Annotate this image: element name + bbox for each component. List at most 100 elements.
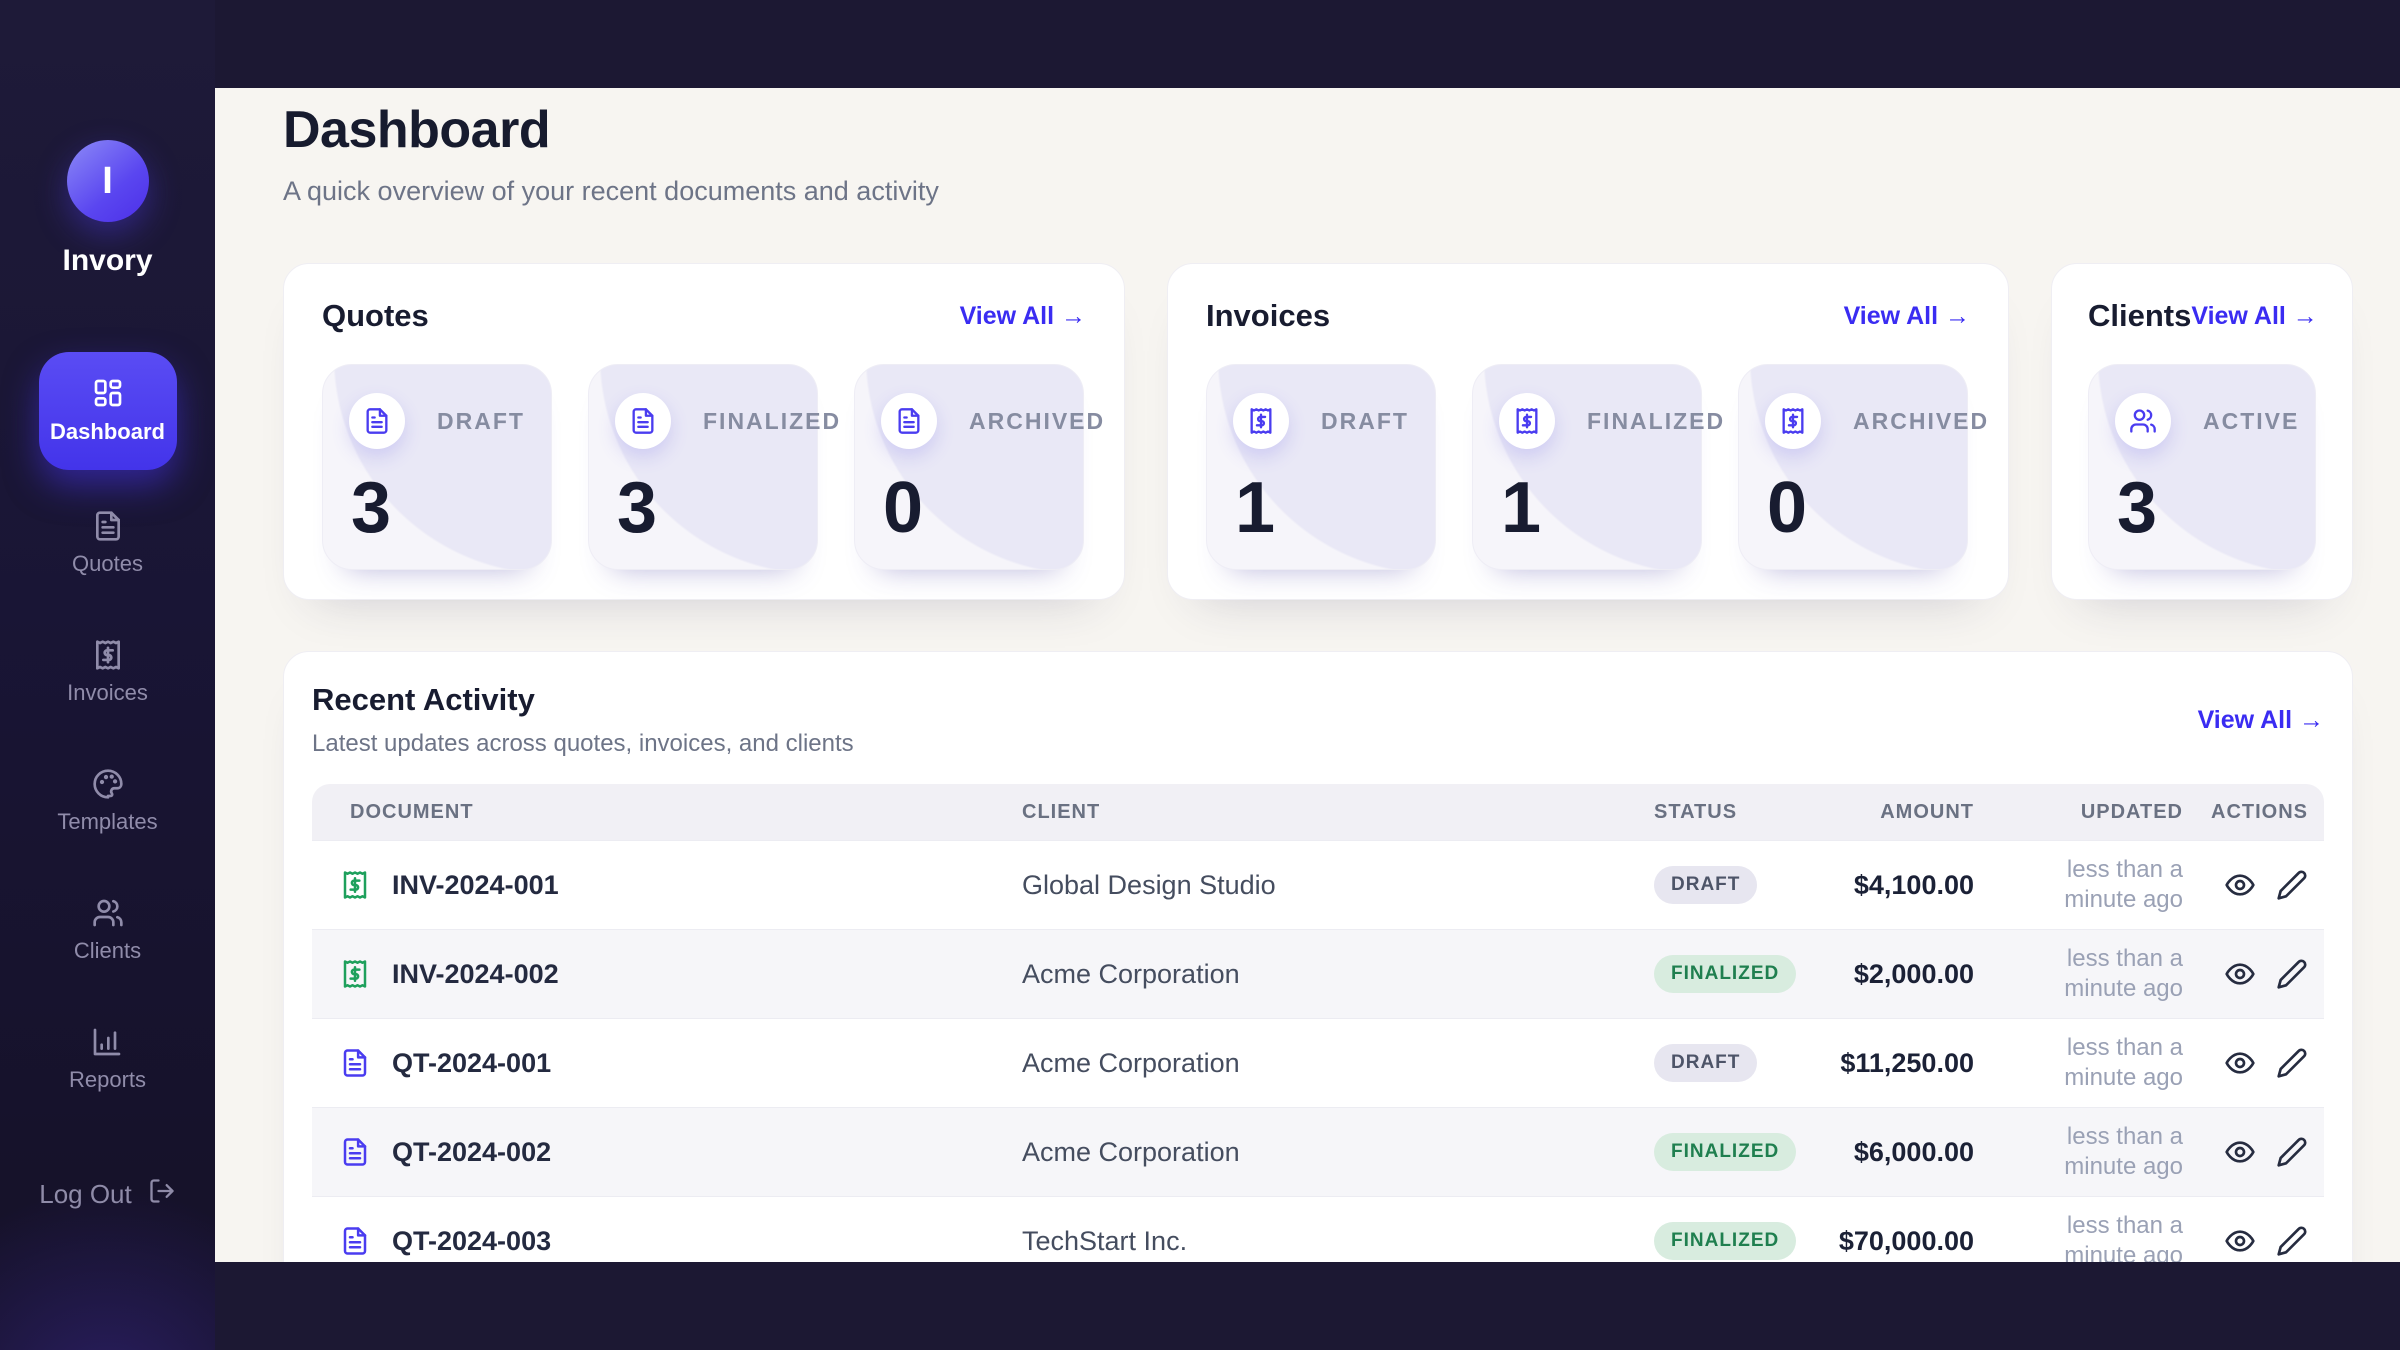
- status-badge: FINALIZED: [1654, 955, 1797, 993]
- amount: $6,000.00: [1853, 1136, 1974, 1167]
- activity-view-all-link[interactable]: View All →: [2197, 705, 2324, 734]
- invoices-finalized-tile: FINALIZED 1: [1472, 364, 1723, 570]
- view-icon[interactable]: [2224, 1136, 2256, 1168]
- sidebar-item-invoices[interactable]: Invoices: [67, 639, 148, 706]
- quotes-view-all-link[interactable]: View All →: [959, 301, 1086, 330]
- column-header-document: DOCUMENT: [350, 800, 474, 823]
- sidebar-item-label: Dashboard: [50, 419, 165, 444]
- logout-icon: [148, 1177, 176, 1212]
- sidebar-item-quotes[interactable]: Quotes: [72, 510, 143, 577]
- clients-card-header: Clients View All →: [2088, 298, 2318, 334]
- quotes-archived-tile: ARCHIVED 0: [854, 364, 1103, 570]
- amount: $11,250.00: [1840, 1047, 1974, 1078]
- file-text-icon: [92, 510, 124, 542]
- sidebar-item-label: Templates: [57, 809, 158, 834]
- clients-card: Clients View All → ACTIVE 3: [2051, 263, 2353, 600]
- quote-file-icon: [340, 1226, 370, 1256]
- edit-icon[interactable]: [2276, 1225, 2308, 1257]
- page-title: Dashboard: [283, 101, 551, 159]
- page-header: Dashboard A quick overview of your recen…: [283, 100, 939, 207]
- invoices-card-title: Invoices: [1206, 298, 1331, 333]
- view-icon[interactable]: [2224, 1225, 2256, 1257]
- sidebar-item-reports[interactable]: Reports: [69, 1026, 146, 1093]
- logout-button[interactable]: Log Out: [0, 1177, 215, 1212]
- amount: $4,100.00: [1853, 869, 1974, 900]
- sidebar-item-label: Clients: [73, 938, 142, 963]
- receipt-icon: [1233, 393, 1289, 449]
- document-id: INV-2024-002: [392, 958, 559, 989]
- clients-view-all-link[interactable]: View All →: [2191, 301, 2318, 330]
- app-name: Invory: [62, 244, 153, 277]
- main-panel: Dashboard A quick overview of your recen…: [215, 88, 2400, 1262]
- stat-label: DRAFT: [1321, 407, 1409, 434]
- edit-icon[interactable]: [2276, 869, 2308, 901]
- sidebar-item-dashboard[interactable]: Dashboard: [38, 352, 177, 470]
- view-icon[interactable]: [2224, 958, 2256, 990]
- document-id: QT-2024-001: [392, 1047, 552, 1078]
- updated-time: less than a minute ago: [2064, 856, 2183, 913]
- invoices-card-header: Invoices View All →: [1206, 298, 1970, 334]
- client-name: Acme Corporation: [1022, 958, 1240, 989]
- sidebar: I Invory Dashboard Quotes Invoices Templ…: [0, 0, 215, 1350]
- page-subtitle: A quick overview of your recent document…: [283, 176, 939, 206]
- table-row: QT-2024-001 Acme Corporation DRAFT $11,2…: [312, 1018, 2324, 1107]
- stat-value: 3: [2117, 468, 2158, 548]
- stat-value: 1: [1501, 468, 1542, 548]
- status-badge: DRAFT: [1654, 1044, 1758, 1082]
- table-row: INV-2024-002 Acme Corporation FINALIZED …: [312, 929, 2324, 1018]
- sidebar-item-label: Invoices: [67, 680, 148, 705]
- client-name: Acme Corporation: [1022, 1047, 1240, 1078]
- stat-value: 0: [1767, 468, 1808, 548]
- clients-tiles: ACTIVE 3: [2088, 364, 2316, 570]
- sidebar-item-clients[interactable]: Clients: [74, 897, 141, 964]
- column-header-status: STATUS: [1654, 800, 1738, 823]
- client-name: Acme Corporation: [1022, 1136, 1240, 1167]
- updated-time: less than a minute ago: [2064, 1123, 2183, 1180]
- column-header-amount: AMOUNT: [1880, 800, 1974, 823]
- quotes-card-header: Quotes View All →: [322, 298, 1086, 334]
- edit-icon[interactable]: [2276, 1047, 2308, 1079]
- view-icon[interactable]: [2224, 869, 2256, 901]
- invoices-view-all-link[interactable]: View All →: [1843, 301, 1970, 330]
- status-badge: DRAFT: [1654, 866, 1758, 904]
- stat-value: 1: [1235, 468, 1276, 548]
- stat-value: 3: [617, 468, 658, 548]
- updated-time: less than a minute ago: [2064, 945, 2183, 1002]
- sidebar-item-label: Reports: [68, 1067, 147, 1092]
- quotes-finalized-tile: FINALIZED 3: [588, 364, 839, 570]
- app-logo: I: [66, 140, 149, 222]
- receipt-icon: [92, 639, 124, 671]
- table-row: QT-2024-002 Acme Corporation FINALIZED $…: [312, 1107, 2324, 1196]
- table-row: INV-2024-001 Global Design Studio DRAFT …: [312, 840, 2324, 929]
- sidebar-nav-items: Quotes Invoices Templates Clients Report…: [57, 510, 158, 1093]
- stat-label: ACTIVE: [2203, 407, 2300, 434]
- stat-value: 0: [883, 468, 924, 548]
- stat-label: FINALIZED: [703, 407, 842, 434]
- document-id: INV-2024-001: [392, 869, 559, 900]
- status-badge: FINALIZED: [1654, 1133, 1797, 1171]
- sidebar-item-label: Quotes: [72, 551, 143, 576]
- invoices-draft-tile: DRAFT 1: [1206, 364, 1436, 570]
- sidebar-nav: Dashboard Quotes Invoices Templates Clie…: [0, 352, 215, 1093]
- quotes-card-title: Quotes: [322, 298, 429, 333]
- invoices-tiles: DRAFT 1 FINALIZED 1 ARCHIVED: [1206, 364, 1987, 570]
- column-header-client: CLIENT: [1022, 800, 1101, 823]
- column-header-actions: ACTIONS: [2211, 800, 2308, 823]
- recent-activity-header: Recent Activity Latest updates across qu…: [312, 682, 2324, 758]
- edit-icon[interactable]: [2276, 1136, 2308, 1168]
- activity-table-header: DOCUMENT CLIENT STATUS AMOUNT UPDATED AC…: [312, 784, 2324, 840]
- sidebar-item-templates[interactable]: Templates: [57, 768, 158, 835]
- bar-chart-icon: [91, 1026, 123, 1058]
- recent-activity-card: Recent Activity Latest updates across qu…: [283, 651, 2353, 1262]
- app-logo-letter: I: [102, 159, 113, 202]
- logout-label: Log Out: [39, 1179, 132, 1209]
- document-id: QT-2024-003: [392, 1225, 552, 1256]
- stat-label: ARCHIVED: [1853, 407, 1990, 434]
- invoice-receipt-icon: [340, 959, 370, 989]
- edit-icon[interactable]: [2276, 958, 2308, 990]
- updated-time: less than a minute ago: [2064, 1212, 2183, 1262]
- file-text-icon: [349, 393, 405, 449]
- quotes-draft-tile: DRAFT 3: [322, 364, 552, 570]
- file-text-icon: [881, 393, 937, 449]
- view-icon[interactable]: [2224, 1047, 2256, 1079]
